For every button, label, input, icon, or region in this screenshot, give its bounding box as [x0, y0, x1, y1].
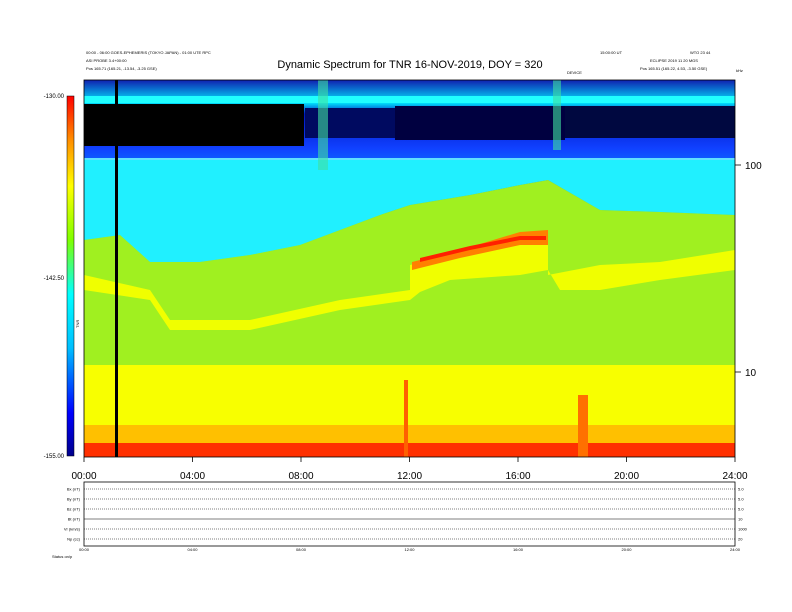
- header-right-1: 15:00:00 UT: [600, 50, 623, 55]
- timeseries-frame: [83, 481, 736, 547]
- lower-x-tick-label: 16:00: [513, 547, 524, 552]
- lower-x-tick-label: 04:00: [187, 547, 198, 552]
- spike-1200: [404, 380, 408, 457]
- colorbar-tick-bottom: -155.00: [44, 454, 65, 460]
- series-label: Bt (nT): [68, 517, 81, 522]
- burst-0900: [318, 80, 328, 170]
- cyan-line-lower: [84, 158, 735, 161]
- x-tick-label: 16:00: [505, 471, 530, 482]
- header-left-1: 00:00 - 06:00 GOES-EPHEMERIS (TOKYO JAPA…: [86, 50, 211, 55]
- cyan-region: [84, 160, 735, 262]
- series-right-tick: 5.0: [738, 497, 744, 502]
- colorbar-tick-mid: -142.50: [44, 276, 65, 282]
- lower-x-tick-label: 12:00: [404, 547, 415, 552]
- yellow-lower: [84, 365, 735, 425]
- event-label: DEVICE: [567, 70, 582, 75]
- y-tick-100: 100: [745, 161, 762, 172]
- x-tick-label: 20:00: [614, 471, 639, 482]
- y-tick-10: 10: [745, 368, 757, 379]
- corner-label: kHz: [736, 68, 743, 73]
- yellow-band: [84, 240, 735, 330]
- x-tick-label: 24:00: [722, 471, 747, 482]
- dark-band-center: [395, 106, 565, 140]
- spike-1800: [578, 395, 588, 457]
- dark-band-left: [84, 104, 304, 146]
- data-gap-line: [115, 80, 118, 457]
- chart-title: Dynamic Spectrum for TNR 16-NOV-2019, DO…: [277, 59, 542, 71]
- timeseries-panels: Bx (nT) 5.0 By (nT) 5.0 Bz (nT) 5.0 Bt (nT) 10 V…: [64, 487, 748, 553]
- green-region: [84, 180, 735, 390]
- header-right-4: ECLIPSE 2019 11 20 MGS: [650, 58, 698, 63]
- dark-band-right: [565, 106, 735, 138]
- header-right-2: WTO 23 44: [690, 50, 711, 55]
- series-right-tick: 5.0: [738, 487, 744, 492]
- colorbar-label: TNR: [75, 320, 80, 328]
- x-tick-label: 04:00: [180, 471, 205, 482]
- series-right-tick: 20: [738, 537, 743, 542]
- cyan-line-upper: [84, 96, 735, 103]
- series-label: Bx (nT): [67, 487, 81, 492]
- spectrogram: [84, 80, 735, 457]
- series-right-tick: 1000: [738, 527, 748, 532]
- series-right-tick: 10: [738, 517, 743, 522]
- orange-lower: [84, 425, 735, 443]
- red-bottom: [84, 443, 735, 457]
- colorbar: [66, 95, 75, 457]
- x-tick-label: 08:00: [288, 471, 313, 482]
- series-label: Vr (km/s): [64, 527, 81, 532]
- lower-x-tick-label: 20:00: [621, 547, 632, 552]
- lower-x-tick-label: 24:00: [730, 547, 741, 552]
- series-right-tick: 5.0: [738, 507, 744, 512]
- footer-label: Status on/p: [52, 554, 73, 559]
- series-label: Np (cc): [67, 537, 81, 542]
- header-left-3: Pos 165.71 (165.21, -13.54, -3.25 GSE): [86, 66, 157, 71]
- x-tick-label: 12:00: [397, 471, 422, 482]
- x-tick-label: 00:00: [71, 471, 96, 482]
- lower-x-tick-label: 00:00: [79, 547, 90, 552]
- red-streak: [420, 236, 546, 262]
- lower-x-tick-label: 08:00: [296, 547, 307, 552]
- header-right-3: Pos 165.51 (165.22, 4.53, -3.50 GSE): [640, 66, 708, 71]
- colorbar-tick-top: -130.00: [44, 94, 65, 100]
- series-label: By (nT): [67, 497, 81, 502]
- x-axis: 00:00 04:00 08:00 12:00 16:00 20:00 24:00: [71, 457, 748, 482]
- burst-1700: [553, 80, 561, 150]
- series-label: Bz (nT): [67, 507, 81, 512]
- header-left-2: ASI PROBE 3.4+00:00: [86, 58, 127, 63]
